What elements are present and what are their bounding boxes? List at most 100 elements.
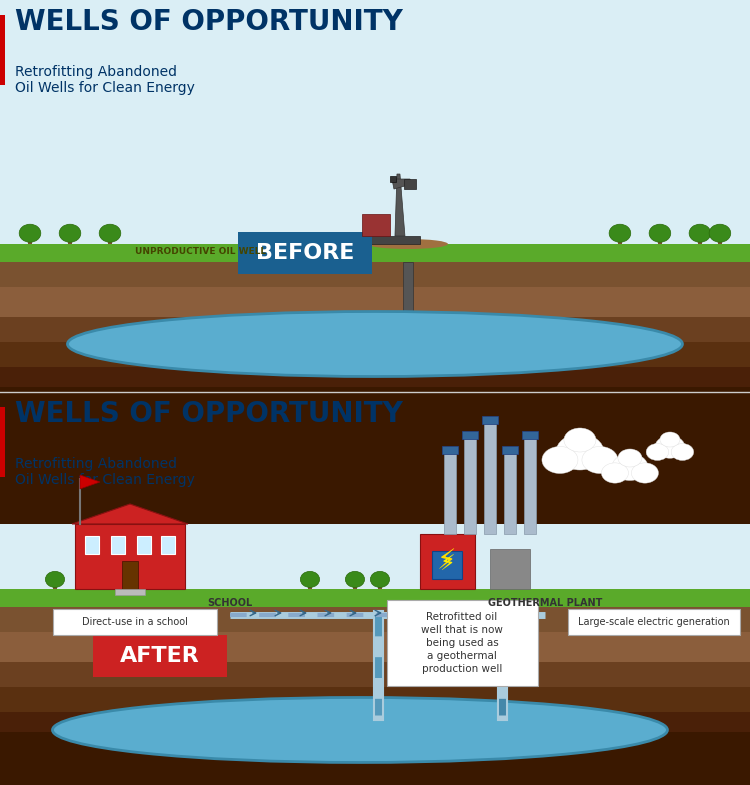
- Ellipse shape: [671, 444, 694, 461]
- Bar: [404, 179, 416, 189]
- Bar: [0, 589, 750, 607]
- Bar: [444, 454, 456, 534]
- Bar: [111, 536, 125, 554]
- Bar: [0, 387, 750, 524]
- Ellipse shape: [646, 444, 669, 461]
- Ellipse shape: [53, 697, 668, 762]
- Bar: [698, 237, 702, 244]
- Bar: [464, 439, 476, 534]
- Bar: [122, 561, 138, 589]
- Bar: [0, 287, 750, 317]
- Polygon shape: [80, 475, 100, 489]
- Bar: [28, 237, 32, 244]
- Bar: [68, 237, 72, 244]
- Bar: [432, 551, 462, 579]
- Text: Retrofitting Abandoned
Oil Wells for Clean Energy: Retrofitting Abandoned Oil Wells for Cle…: [15, 65, 195, 95]
- Bar: [0, 367, 750, 387]
- Bar: [0, 632, 750, 662]
- Polygon shape: [395, 174, 405, 236]
- Ellipse shape: [542, 447, 578, 473]
- Ellipse shape: [689, 225, 711, 243]
- FancyBboxPatch shape: [568, 609, 740, 635]
- Ellipse shape: [609, 225, 631, 243]
- Text: Retrofitting Abandoned
Oil Wells for Clean Energy: Retrofitting Abandoned Oil Wells for Cle…: [15, 457, 195, 487]
- Ellipse shape: [618, 449, 642, 467]
- Ellipse shape: [99, 225, 121, 243]
- Bar: [93, 582, 97, 589]
- Bar: [362, 214, 390, 236]
- Bar: [522, 431, 538, 439]
- Bar: [442, 446, 458, 454]
- Text: ⚡: ⚡: [437, 547, 457, 575]
- Text: GEOTHERMAL PLANT: GEOTHERMAL PLANT: [488, 598, 602, 608]
- Ellipse shape: [556, 434, 604, 470]
- Bar: [137, 536, 151, 554]
- Polygon shape: [72, 504, 188, 524]
- Bar: [390, 176, 396, 182]
- Bar: [161, 536, 175, 554]
- Bar: [378, 582, 382, 589]
- Bar: [0, 244, 750, 262]
- Bar: [0, 662, 750, 687]
- Ellipse shape: [632, 463, 658, 483]
- Ellipse shape: [46, 571, 64, 587]
- Ellipse shape: [612, 454, 648, 480]
- Bar: [0, 712, 750, 732]
- Ellipse shape: [86, 571, 104, 587]
- Ellipse shape: [660, 432, 680, 447]
- Bar: [524, 439, 536, 534]
- FancyBboxPatch shape: [53, 609, 217, 635]
- Bar: [0, 262, 750, 287]
- Text: AFTER: AFTER: [120, 646, 200, 666]
- Bar: [360, 236, 420, 244]
- Bar: [504, 454, 516, 534]
- Bar: [618, 237, 622, 244]
- Bar: [85, 536, 99, 554]
- Bar: [115, 589, 145, 595]
- Bar: [658, 237, 662, 244]
- FancyBboxPatch shape: [0, 0, 750, 392]
- Bar: [75, 524, 185, 589]
- Ellipse shape: [650, 225, 670, 243]
- FancyBboxPatch shape: [387, 600, 538, 686]
- Bar: [718, 237, 722, 244]
- Ellipse shape: [300, 571, 320, 587]
- Ellipse shape: [20, 225, 40, 243]
- Bar: [108, 237, 112, 244]
- Text: Large-scale electric generation: Large-scale electric generation: [578, 617, 730, 627]
- Bar: [0, 317, 750, 342]
- Bar: [0, 407, 5, 477]
- Bar: [0, 607, 750, 632]
- Bar: [502, 446, 518, 454]
- Bar: [420, 534, 475, 589]
- FancyBboxPatch shape: [238, 232, 372, 274]
- Text: WELLS OF OPPORTUNITY: WELLS OF OPPORTUNITY: [15, 400, 403, 428]
- Bar: [484, 424, 496, 534]
- Ellipse shape: [59, 225, 81, 243]
- Bar: [0, 687, 750, 712]
- Ellipse shape: [564, 428, 596, 452]
- Bar: [0, 15, 5, 85]
- Text: WELLS OF OPPORTUNITY: WELLS OF OPPORTUNITY: [15, 8, 403, 36]
- Text: SCHOOL: SCHOOL: [207, 598, 253, 608]
- Bar: [490, 549, 530, 589]
- Ellipse shape: [602, 463, 628, 483]
- Ellipse shape: [68, 312, 682, 377]
- Bar: [53, 582, 57, 589]
- FancyBboxPatch shape: [93, 635, 227, 677]
- Ellipse shape: [655, 436, 685, 458]
- Bar: [0, 732, 750, 785]
- Ellipse shape: [582, 447, 618, 473]
- Bar: [353, 582, 357, 589]
- Text: UNPRODUCTIVE OIL WELL: UNPRODUCTIVE OIL WELL: [135, 247, 266, 256]
- Text: Retrofitted oil
well that is now
being used as
a geothermal
production well: Retrofitted oil well that is now being u…: [421, 612, 503, 674]
- Ellipse shape: [368, 239, 448, 249]
- Ellipse shape: [370, 571, 389, 587]
- Text: BEFORE: BEFORE: [256, 243, 354, 263]
- FancyBboxPatch shape: [0, 392, 750, 785]
- Bar: [308, 582, 312, 589]
- Bar: [403, 262, 413, 339]
- Text: ⚡: ⚡: [440, 555, 454, 575]
- Text: Direct-use in a school: Direct-use in a school: [82, 617, 188, 627]
- Bar: [0, 342, 750, 367]
